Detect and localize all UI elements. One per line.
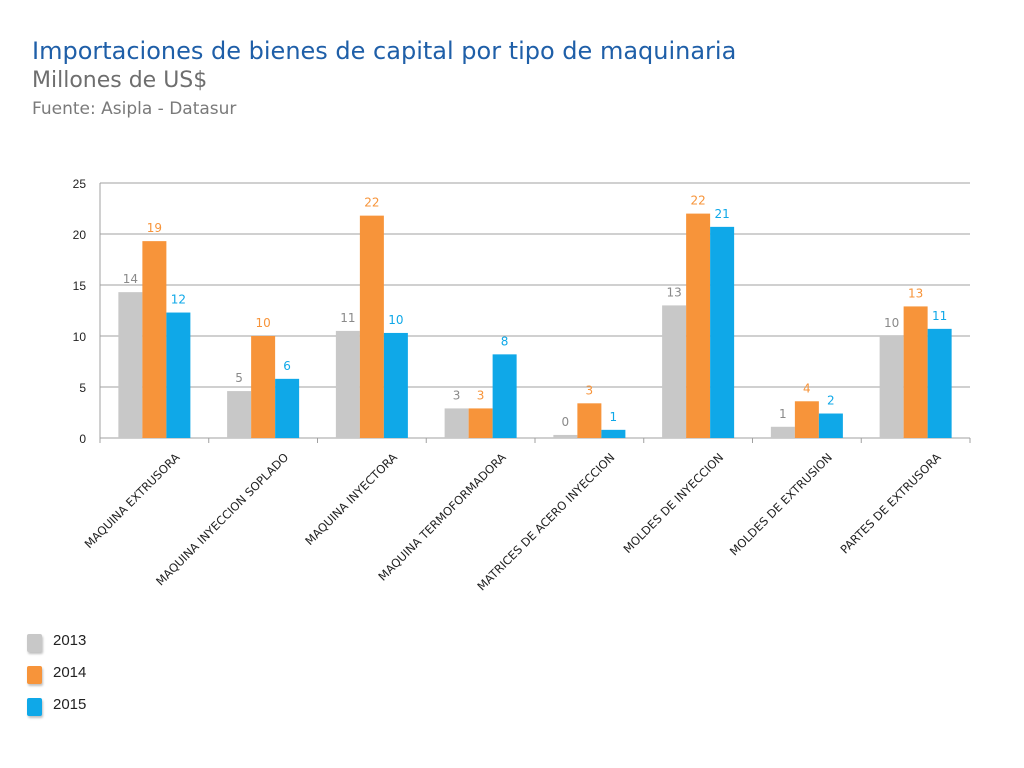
legend-swatch-2014 [27, 666, 42, 684]
data-label-2015-0: 12 [171, 293, 186, 307]
y-tick-label-10: 10 [73, 330, 87, 344]
bar-2015-4 [601, 429, 626, 438]
bar-2015-0 [166, 312, 191, 438]
data-label-2015-7: 11 [932, 309, 947, 323]
data-label-2014-1: 10 [255, 316, 270, 330]
legend-label-2013: 2013 [53, 632, 87, 649]
bar-2013-0 [118, 292, 143, 438]
y-tick-label-0: 0 [79, 432, 86, 446]
data-label-2013-1: 5 [235, 371, 243, 385]
bar-2015-1 [275, 378, 300, 438]
x-tick-label-6: MOLDES DE EXTRUSION [727, 450, 835, 558]
bar-2014-7 [903, 306, 928, 438]
data-label-2013-7: 10 [884, 316, 899, 330]
y-tick-label-20: 20 [73, 228, 87, 242]
data-label-2015-2: 10 [388, 313, 403, 327]
data-label-2013-3: 3 [453, 388, 461, 402]
bar-2014-3 [468, 408, 493, 438]
data-label-2015-1: 6 [283, 359, 291, 373]
x-tick-label-1: MAQUINA INYECCION SOPLADO [153, 450, 291, 588]
y-tick-label-15: 15 [73, 279, 87, 293]
data-label-2014-2: 22 [364, 196, 379, 210]
legend-swatch-2015 [27, 698, 42, 716]
legend-swatch-2013 [27, 634, 42, 652]
bar-2013-2 [335, 330, 360, 438]
chart-title: Importaciones de bienes de capital por t… [32, 37, 737, 65]
x-tick-label-2: MAQUINA INYECTORA [302, 450, 400, 548]
data-label-2015-3: 8 [501, 334, 509, 348]
bar-2014-4 [577, 403, 602, 438]
bar-2015-3 [492, 354, 517, 438]
chart-subtitle: Millones de US$ [32, 68, 208, 93]
bar-2014-6 [794, 401, 819, 438]
bar-2013-6 [770, 426, 795, 438]
bar-2015-2 [383, 332, 408, 438]
bar-2014-2 [359, 215, 384, 438]
bar-2015-7 [927, 328, 952, 438]
bar-2013-7 [879, 336, 904, 438]
bar-2014-1 [251, 336, 276, 438]
bar-2015-5 [710, 226, 735, 438]
data-label-2015-6: 2 [827, 394, 835, 408]
x-tick-label-3: MAQUINA TERMOFORMADORA [375, 450, 508, 583]
data-label-2015-4: 1 [610, 410, 618, 424]
data-label-2014-7: 13 [908, 286, 923, 300]
data-label-2013-6: 1 [779, 407, 787, 421]
y-tick-label-25: 25 [73, 177, 87, 191]
data-label-2013-0: 14 [123, 272, 138, 286]
data-label-2014-5: 22 [690, 194, 705, 208]
x-tick-label-0: MAQUINA EXTRUSORA [82, 450, 183, 551]
bar-2014-5 [686, 213, 711, 438]
legend-label-2015: 2015 [53, 696, 87, 713]
data-label-2013-2: 11 [340, 311, 355, 325]
data-label-2015-5: 21 [714, 207, 729, 221]
data-label-2014-4: 3 [586, 383, 594, 397]
x-tick-label-7: PARTES DE EXTRUSORA [837, 450, 943, 556]
data-label-2014-6: 4 [803, 381, 811, 395]
y-tick-label-5: 5 [79, 381, 86, 395]
bar-2013-1 [227, 391, 252, 438]
bar-2015-6 [818, 413, 843, 438]
bar-2013-5 [662, 305, 687, 438]
bar-2013-3 [444, 408, 469, 438]
bar-2014-0 [142, 241, 167, 438]
data-label-2014-3: 3 [477, 388, 485, 402]
chart-header: Importaciones de bienes de capital por t… [32, 36, 736, 122]
x-tick-label-5: MOLDES DE INYECCION [620, 450, 726, 556]
chart-source: Fuente: Asipla - Datasur [32, 99, 237, 119]
data-label-2013-5: 13 [666, 285, 681, 299]
data-label-2013-4: 0 [562, 415, 570, 429]
legend-label-2014: 2014 [53, 664, 87, 681]
bar-2013-4 [553, 434, 578, 438]
data-label-2014-0: 19 [147, 221, 162, 235]
